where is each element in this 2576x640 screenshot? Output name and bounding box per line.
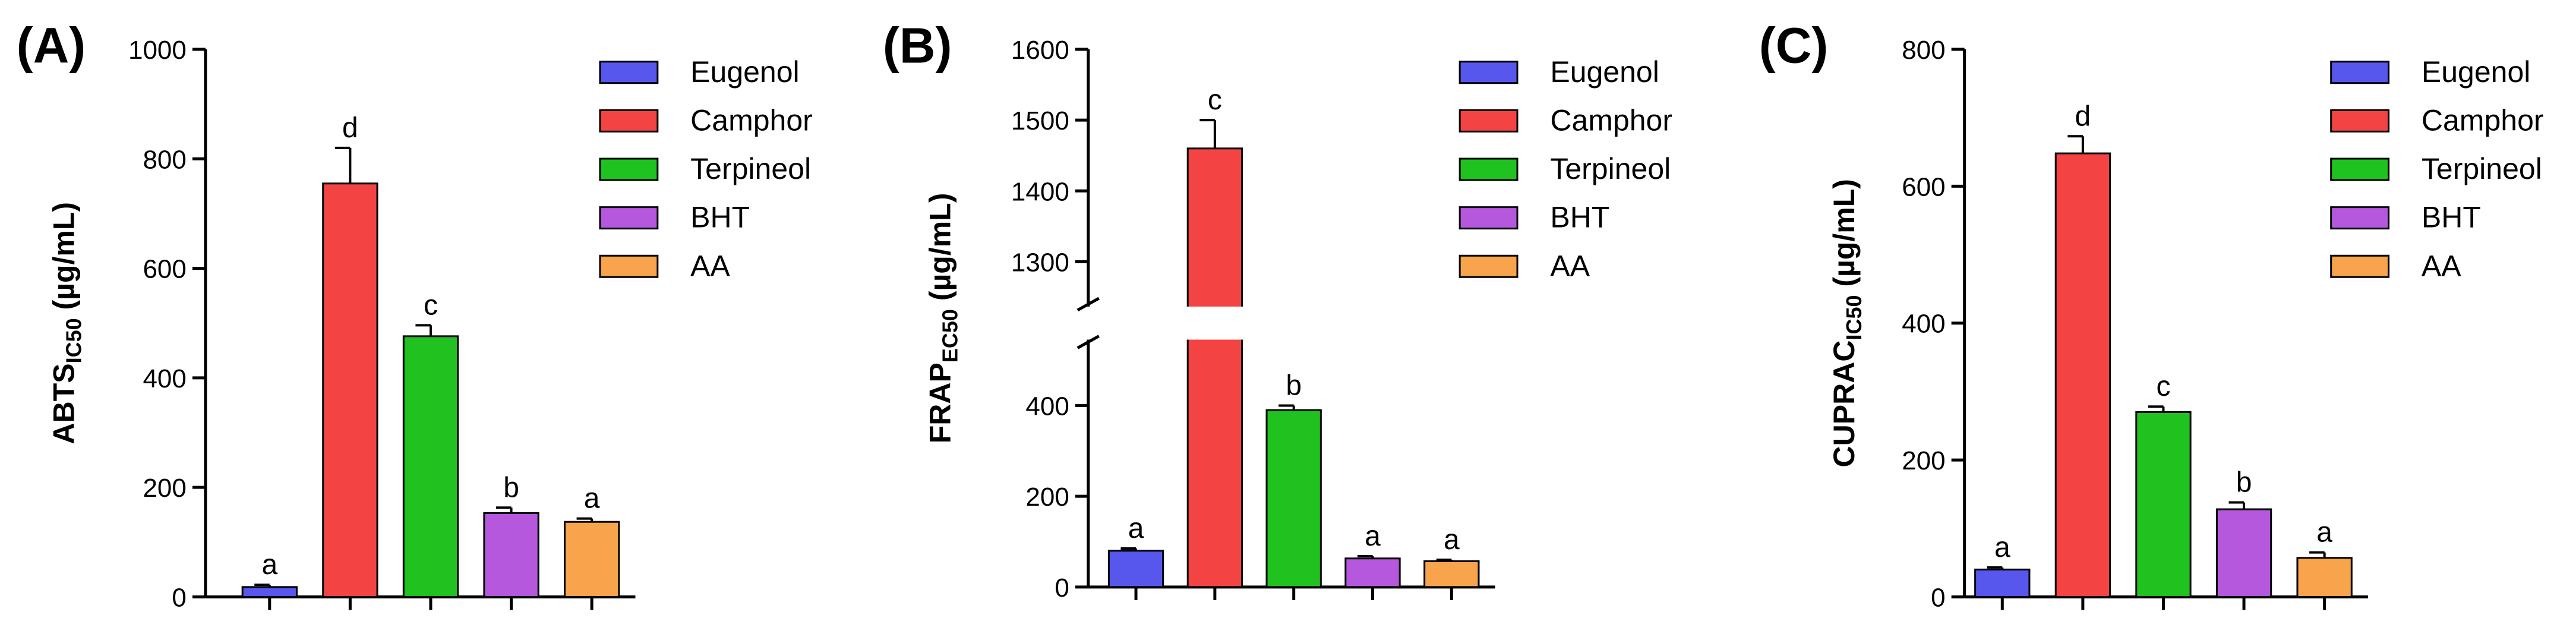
legend-label: BHT	[1550, 201, 1609, 234]
legend-swatch	[1459, 109, 1519, 133]
legend-swatch	[2330, 61, 2390, 84]
legend-label: Camphor	[690, 103, 813, 137]
legend-label: BHT	[690, 201, 750, 234]
y-label-sub: IC50	[62, 318, 86, 363]
legend-label: AA	[1550, 249, 1590, 282]
y-tick-label: 600	[1902, 172, 1945, 201]
y-tick-label: 800	[143, 145, 186, 174]
legend-label: Camphor	[2422, 103, 2544, 137]
y-tick-label: 400	[1902, 310, 1945, 339]
legend-label: Eugenol	[1550, 55, 1659, 89]
break-mark	[1077, 335, 1100, 349]
legend-swatch	[599, 109, 659, 133]
y-tick-label: 1400	[1011, 177, 1069, 206]
legend-swatch	[2330, 109, 2390, 133]
bar	[1107, 550, 1164, 588]
break-mark	[1077, 297, 1100, 312]
bar	[241, 586, 298, 598]
axis-break-gap	[1070, 306, 1495, 340]
y-label-unit: (µg/mL)	[48, 202, 81, 318]
bar	[1423, 560, 1480, 588]
y-tick-label: 1600	[1011, 36, 1069, 65]
y-label-sub: EC50	[937, 309, 962, 362]
legend-label: Camphor	[1550, 103, 1672, 137]
bar	[2135, 411, 2192, 598]
significance-letter: b	[503, 472, 519, 503]
significance-letter: a	[261, 549, 277, 581]
legend-label: AA	[690, 249, 730, 282]
legend-swatch	[2330, 206, 2390, 230]
legend-label: BHT	[2422, 201, 2481, 234]
significance-letter: b	[2236, 466, 2252, 498]
significance-letter: a	[1994, 532, 2010, 563]
bar	[402, 335, 459, 598]
y-tick-label: 1000	[128, 36, 187, 65]
y-label-main: ABTS	[48, 363, 81, 444]
y-tick-label: 1500	[1011, 106, 1069, 135]
significance-letter: a	[584, 483, 600, 515]
legend-swatch	[599, 61, 659, 84]
significance-letter: c	[424, 289, 438, 321]
legend-label: Terpineol	[690, 152, 811, 185]
bar	[1344, 557, 1401, 588]
y-tick-label: 200	[1025, 483, 1069, 512]
y-label-unit: (µg/mL)	[923, 193, 956, 309]
legend-swatch	[1459, 206, 1519, 230]
y-tick-label: 1300	[1011, 248, 1069, 277]
y-tick-label: 600	[143, 255, 186, 284]
bar	[322, 182, 378, 598]
y-label-main: CUPRAC	[1827, 341, 1861, 468]
bar	[483, 512, 539, 598]
bar	[563, 521, 620, 598]
bar	[2215, 508, 2272, 598]
y-tick-label: 0	[1055, 573, 1069, 603]
y-tick-label: 800	[1902, 36, 1945, 65]
y-axis-label: ABTSIC50 (µg/mL)	[48, 202, 86, 444]
significance-letter: c	[2156, 371, 2170, 402]
legend-swatch	[599, 157, 659, 181]
y-tick-label: 400	[143, 364, 186, 393]
panel-label: (C)	[1759, 17, 1829, 73]
y-tick-label: 0	[172, 583, 186, 612]
y-tick-label: 200	[1902, 446, 1945, 475]
y-label-unit: (µg/mL)	[1827, 179, 1861, 295]
panel-label: (A)	[17, 17, 86, 73]
bar	[2054, 152, 2111, 598]
legend-label: Terpineol	[2422, 152, 2542, 185]
significance-letter: b	[1286, 370, 1302, 401]
bar	[1265, 409, 1322, 588]
bar	[1974, 568, 2031, 598]
y-axis-label: FRAPEC50 (µg/mL)	[923, 193, 962, 444]
significance-letter: a	[2316, 517, 2332, 548]
bar	[2296, 557, 2353, 598]
legend-label: Eugenol	[690, 55, 800, 89]
bar	[1186, 147, 1243, 588]
panel-label: (B)	[883, 17, 952, 73]
legend-label: AA	[2422, 249, 2461, 282]
legend-swatch	[599, 254, 659, 278]
significance-letter: a	[1365, 521, 1381, 552]
significance-letter: c	[1208, 84, 1222, 116]
y-tick-label: 200	[143, 474, 186, 503]
significance-letter: a	[1444, 524, 1460, 556]
legend-label: Terpineol	[1550, 152, 1671, 185]
legend-label: Eugenol	[2422, 55, 2531, 89]
y-label-main: FRAP	[923, 362, 956, 443]
legend-swatch	[2330, 157, 2390, 181]
y-tick-label: 0	[1931, 583, 1945, 612]
significance-letter: d	[2075, 100, 2091, 132]
significance-letter: a	[1128, 513, 1144, 544]
significance-letter: d	[342, 112, 358, 144]
y-label-sub: IC50	[1842, 295, 1866, 340]
legend-swatch	[1459, 254, 1519, 278]
y-tick-label: 400	[1025, 392, 1069, 421]
y-axis-label: CUPRACIC50 (µg/mL)	[1827, 179, 1866, 467]
legend-swatch	[599, 206, 659, 230]
legend-swatch	[1459, 61, 1519, 84]
legend-swatch	[1459, 157, 1519, 181]
legend-swatch	[2330, 254, 2390, 278]
